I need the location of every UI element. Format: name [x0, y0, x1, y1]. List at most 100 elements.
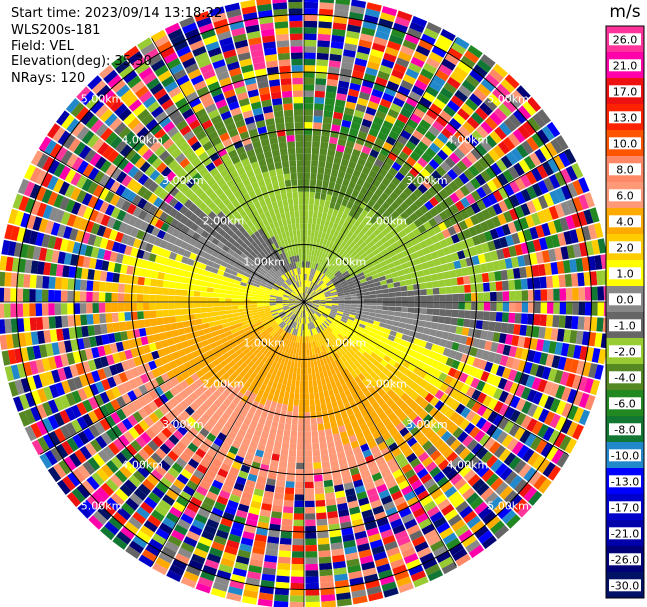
velocity-gate — [230, 244, 238, 252]
velocity-gate — [300, 330, 303, 337]
velocity-gate — [318, 346, 324, 353]
velocity-gate — [393, 316, 401, 322]
velocity-gate — [315, 493, 325, 501]
velocity-gate — [151, 368, 161, 378]
velocity-gate — [264, 341, 271, 349]
velocity-gate — [415, 332, 423, 340]
velocity-gate — [409, 151, 421, 162]
velocity-gate — [137, 319, 145, 329]
velocity-gate — [185, 332, 193, 340]
velocity-gate — [327, 149, 336, 157]
velocity-gate — [399, 427, 410, 437]
velocity-gate — [239, 285, 247, 290]
velocity-gate — [143, 286, 151, 294]
velocity-gate — [386, 350, 395, 359]
velocity-gate — [132, 411, 143, 423]
velocity-gate — [291, 379, 296, 387]
velocity-gate — [502, 312, 509, 323]
velocity-gate — [403, 432, 414, 442]
velocity-gate — [353, 321, 360, 326]
velocity-gate — [299, 393, 304, 400]
velocity-gate — [337, 341, 344, 349]
velocity-gate — [414, 431, 425, 442]
velocity-gate — [256, 302, 264, 305]
velocity-gate — [460, 406, 471, 419]
velocity-gate — [47, 399, 59, 414]
velocity-gate — [364, 237, 372, 245]
velocity-gate — [360, 252, 368, 260]
velocity-gate — [480, 451, 493, 464]
velocity-gate — [286, 411, 293, 419]
velocity-gate — [294, 302, 302, 304]
velocity-gate — [145, 224, 155, 234]
velocity-gate — [183, 507, 197, 519]
velocity-gate — [429, 207, 439, 218]
velocity-gate — [325, 306, 332, 310]
velocity-gate — [359, 200, 368, 210]
velocity-gate — [326, 317, 333, 323]
velocity-gate — [449, 192, 460, 204]
velocity-gate — [538, 326, 546, 339]
velocity-gate — [377, 152, 387, 163]
velocity-gate — [318, 264, 323, 272]
velocity-gate — [313, 276, 318, 283]
velocity-gate — [316, 289, 323, 294]
velocity-gate — [354, 283, 362, 288]
velocity-gate — [322, 329, 328, 337]
velocity-gate — [300, 304, 303, 311]
velocity-gate — [298, 317, 301, 324]
velocity-gate — [250, 363, 258, 371]
velocity-gate — [331, 258, 338, 266]
velocity-gate — [514, 313, 522, 324]
velocity-gate — [389, 330, 397, 337]
velocity-gate — [115, 452, 128, 465]
velocity-gate — [350, 326, 358, 332]
velocity-gate — [451, 359, 461, 370]
velocity-gate — [304, 172, 311, 180]
velocity-gate — [68, 266, 77, 278]
velocity-gate — [167, 450, 179, 462]
velocity-gate — [193, 308, 201, 314]
velocity-gate — [115, 197, 126, 209]
velocity-gate — [229, 494, 241, 504]
velocity-gate — [272, 498, 284, 507]
velocity-gate — [304, 361, 308, 369]
velocity-gate — [133, 452, 146, 465]
velocity-gate — [222, 256, 231, 264]
velocity-gate — [327, 341, 334, 349]
velocity-gate — [503, 380, 514, 393]
velocity-gate — [272, 414, 280, 423]
velocity-gate — [423, 221, 433, 231]
velocity-gate — [191, 350, 200, 358]
velocity-gate — [239, 543, 253, 553]
velocity-gate — [422, 113, 435, 125]
velocity-gate — [370, 255, 378, 263]
velocity-gate — [414, 295, 421, 302]
velocity-gate — [108, 229, 118, 241]
velocity-gate — [240, 281, 247, 287]
velocity-gate — [467, 134, 480, 147]
velocity-gate — [110, 474, 124, 488]
velocity-gate — [314, 277, 320, 284]
velocity-gate — [467, 474, 481, 487]
velocity-gate — [289, 366, 294, 374]
velocity-gate — [439, 302, 446, 309]
velocity-gate — [202, 565, 218, 576]
velocity-gate — [348, 314, 356, 319]
velocity-gate — [436, 272, 445, 281]
velocity-gate — [264, 289, 272, 294]
velocity-gate — [324, 428, 333, 436]
velocity-gate — [567, 388, 578, 404]
velocity-gate — [338, 218, 346, 226]
velocity-gate — [295, 302, 302, 305]
velocity-gate — [500, 155, 513, 169]
velocity-gate — [136, 530, 151, 544]
velocity-gate — [305, 286, 308, 293]
velocity-gate — [405, 397, 415, 407]
velocity-gate — [490, 459, 503, 473]
velocity-gate — [343, 235, 350, 244]
velocity-gate — [432, 154, 444, 166]
velocity-gate — [232, 241, 241, 249]
velocity-gate — [450, 456, 463, 468]
velocity-gate — [431, 422, 443, 433]
